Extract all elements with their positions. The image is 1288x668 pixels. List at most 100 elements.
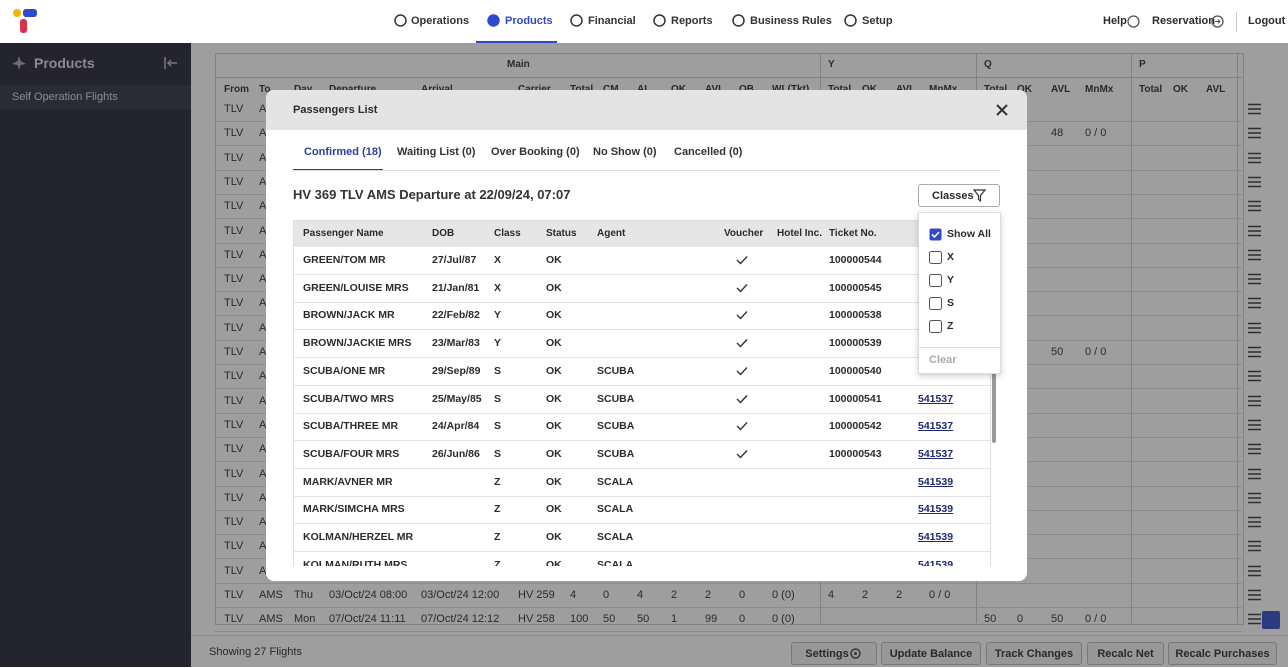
checkbox [929,320,942,333]
close-button[interactable] [995,103,1009,117]
classes-button[interactable]: Classes [918,184,1000,207]
cell: SCUBA [597,392,635,405]
filter-option[interactable]: Show All [947,228,991,240]
tab[interactable]: No Show (0) [593,146,657,158]
checkbox [929,297,942,310]
row-line [294,495,990,497]
column-header: OK [1173,84,1188,95]
column-header: Total [1139,84,1163,95]
column-header: Passenger Name [303,228,384,239]
nav-icon [653,14,666,27]
voucher-check [736,366,748,376]
cell[interactable]: 541539 [918,558,954,566]
cell: TLV [224,175,244,188]
cell: 24/Apr/84 [432,420,480,433]
filter-option[interactable]: Z [947,320,954,332]
clear-button[interactable]: Clear [929,354,957,366]
classes-label: Classes [932,190,974,202]
cell[interactable]: 541537 [918,420,954,433]
reservation-link[interactable]: Reservation [1152,15,1215,27]
voucher-check [736,394,748,404]
column-header: Departure [329,83,376,97]
tab[interactable]: Cancelled (0) [674,146,743,158]
row-line [294,384,990,386]
cell: OK [546,281,562,294]
cell[interactable]: 541539 [918,531,954,543]
button-label: Recalc Net [1097,648,1154,660]
help-link[interactable]: Help [1103,15,1127,27]
cell: TLV [224,370,244,383]
voucher-check [736,283,748,293]
column-header: Hotel Inc. [777,228,823,239]
filter-option[interactable]: X [947,251,955,263]
flight-count: Showing 27 Flights [209,646,302,658]
nav-item[interactable]: Reports [671,15,713,27]
cell: S [494,364,502,377]
cell: MARK/SIMCHA MRS [303,503,405,516]
class-filter-dropdown: Show All X Y S Z Clear [918,212,1001,374]
cell: 0 (0) [772,613,795,626]
sidebar-icon [12,56,26,70]
cell: 50 [637,613,650,626]
cell: X [494,281,502,294]
top-nav: Operations Products Financial Reports Busine… [0,0,1288,44]
nav-icon [394,14,407,27]
cell[interactable]: 541537 [918,447,954,460]
cell: Y [494,309,502,322]
cell: 03/Oct/24 12:00 [421,589,500,601]
row-line [294,274,990,275]
cell: OK [546,531,562,543]
footer-button[interactable]: Recalc Purchases [1168,642,1277,665]
nav-icon [487,14,500,27]
column-header: OB [739,83,754,97]
cell: OK [546,447,562,460]
footer-button[interactable]: Settings [791,642,877,665]
tab[interactable]: Waiting List (0) [397,146,476,158]
sidebar: Products Self Operation Flights [0,43,191,667]
filter-option[interactable]: S [947,297,955,309]
cell: TLV [224,297,244,310]
nav-item[interactable]: Financial [588,15,636,27]
column-header: MnMx [929,83,957,97]
logout-link[interactable]: Logout [1248,15,1286,27]
button-label: Track Changes [994,648,1074,660]
voucher-check [736,449,748,459]
row-menu [1248,200,1261,212]
scroll-top [1262,611,1280,629]
tab[interactable]: Over Booking (0) [491,146,580,158]
filter-option[interactable]: Y [947,274,955,286]
cell: 0 (0) [772,589,795,601]
nav-item[interactable]: Setup [862,15,893,27]
column-header: Agent [597,228,626,239]
settings-icon [850,648,861,659]
row-menu [1248,541,1261,552]
column-header: OK [862,83,877,97]
nav-item[interactable]: Operations [411,15,470,27]
column-header: From [224,84,249,95]
cell[interactable]: 541539 [918,475,954,488]
cell: TLV [224,321,244,334]
nav-item[interactable]: Business Rules [750,15,832,27]
cell: 50 [984,613,997,626]
footer-button[interactable]: Recalc Net [1087,642,1164,665]
cell: 26/Jun/86 [432,447,480,460]
row-menu [1248,249,1261,260]
cell[interactable]: 541537 [918,392,954,405]
cell: 0 [603,589,610,601]
sidebar-item[interactable]: Self Operation Flights [12,91,118,103]
cell: MARK/AVNER MR [303,475,393,488]
column-header: AVL [1051,84,1071,95]
footer-button[interactable]: Update Balance [881,642,981,665]
checkbox [929,228,942,241]
cell[interactable]: 541539 [918,503,954,516]
cell: 100 [570,613,589,626]
cell: 100000543 [829,447,882,460]
footer-button[interactable]: Track Changes [986,642,1082,665]
nav-item[interactable]: Products [505,15,553,27]
cell: SCALA [597,531,634,543]
cell: TLV [224,151,244,164]
column-header: To [259,84,271,95]
row-menu [1248,128,1261,139]
tab[interactable]: Confirmed (18) [304,146,382,158]
nav-divider [1236,12,1237,32]
